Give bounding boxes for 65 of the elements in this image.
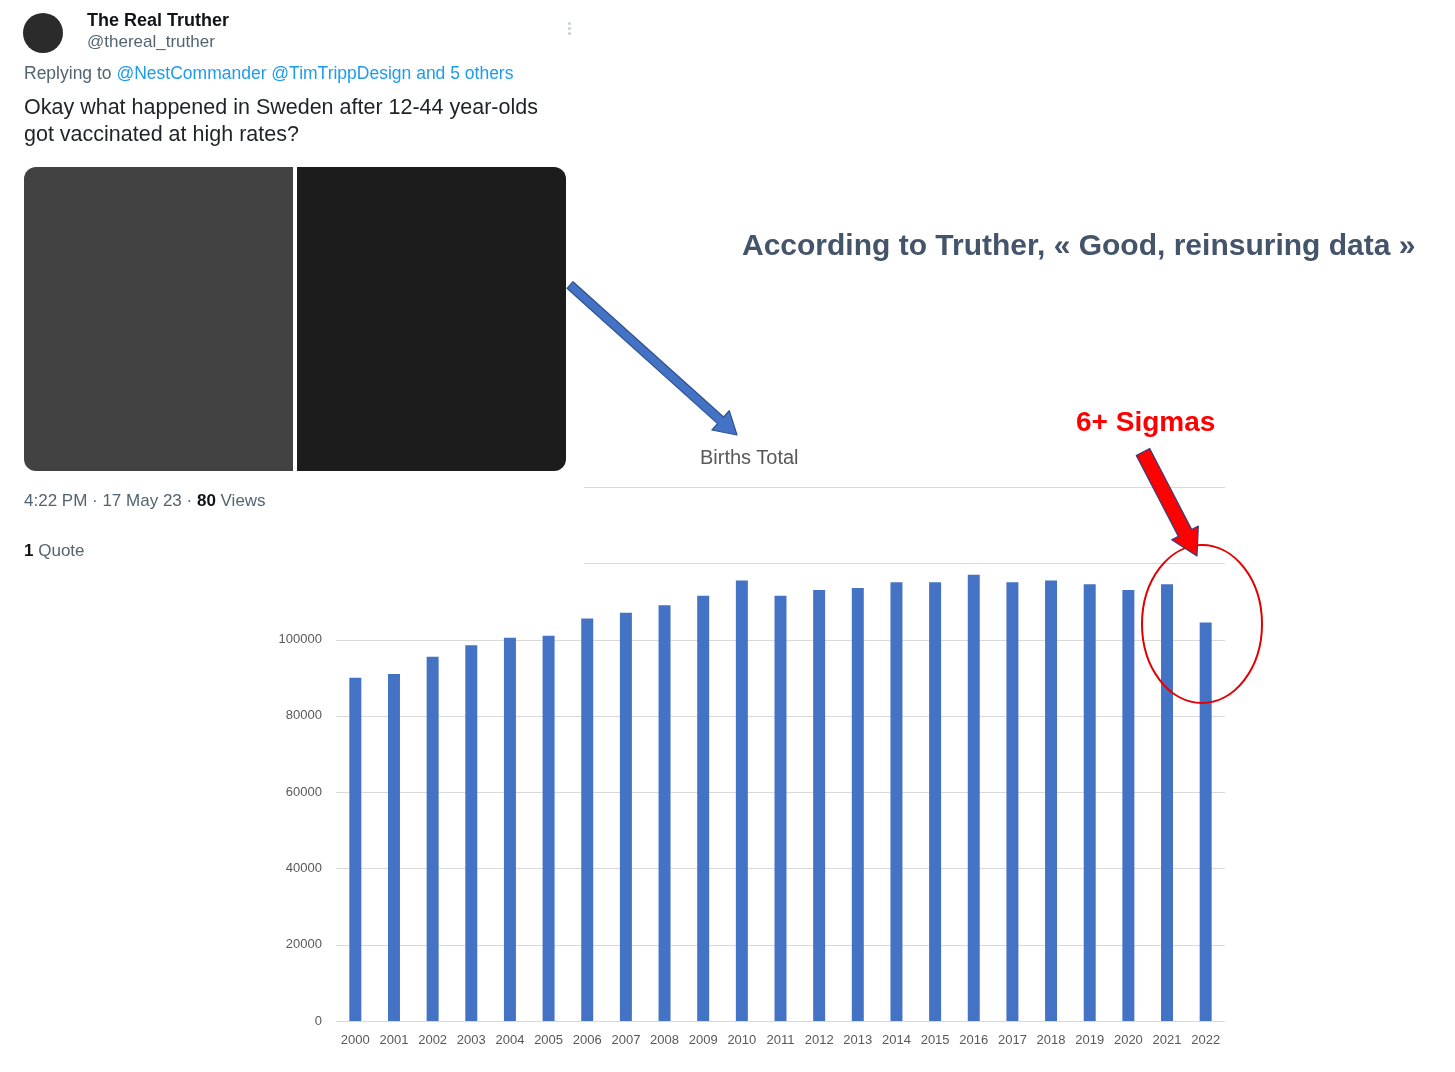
x-tick-label: 2002 [418,1032,448,1048]
bar [1122,589,1135,1021]
text: Okay what happened in Sweden after 12-44 year-olds got vaccinated at high rates? [24,95,538,146]
y-tick-label: 20000 [285,936,322,952]
x-tick-label: 2001 [379,1032,409,1048]
x-tick-label: 2018 [1036,1032,1066,1048]
x-tick-label: 2021 [1152,1032,1182,1048]
bar [1199,622,1212,1021]
x-tick-label: 2017 [997,1032,1027,1048]
bar [697,595,710,1021]
x-tick-label: 2009 [688,1032,718,1048]
bar [813,589,826,1021]
bar [967,574,980,1021]
x-tick-label: 2011 [766,1032,795,1048]
x-tick-label: 2016 [959,1032,989,1048]
bar [1161,584,1174,1021]
bar [503,637,516,1021]
bar [619,612,632,1021]
bar [349,677,362,1021]
x-tick-label: 2005 [534,1032,564,1048]
x-tick-label: 2003 [456,1032,486,1048]
text: @thereal_truther [87,32,215,51]
text: 1 [24,541,34,560]
x-tick-label: 2008 [650,1032,679,1048]
bar [929,582,942,1021]
text: 80 [196,491,216,510]
x-tick-label: 2004 [495,1032,525,1048]
x-tick-label: 2015 [920,1032,950,1048]
bar [542,635,555,1021]
bar [387,673,400,1021]
bar [735,580,748,1021]
text: According to Truther, « Good, reinsuring data » [742,228,1416,261]
x-tick-label: 2007 [611,1032,641,1048]
x-tick-label: 2006 [572,1032,602,1048]
y-tick-label: 0 [314,1012,322,1028]
x-tick-label: 2014 [882,1032,911,1048]
y-tick-label: 80000 [285,707,322,723]
x-tick-label: 2020 [1113,1032,1143,1048]
text: @NestCommander @TimTrippDesign and 5 others [116,63,514,83]
bar [1006,582,1019,1021]
text: Replying to [24,63,112,83]
chart-title: Births Total [700,446,799,469]
x-tick-label: 2013 [843,1032,873,1048]
y-tick-label: 40000 [285,860,322,876]
bar [581,618,594,1021]
x-tick-label: 2022 [1191,1032,1221,1048]
text: Views [220,491,266,510]
bar [851,588,864,1021]
x-tick-label: 2000 [340,1032,370,1048]
y-tick-label: 60000 [285,783,322,799]
bar [1045,580,1058,1021]
bar [774,595,787,1021]
text: Quote [38,541,85,560]
x-tick-label: 2012 [804,1032,834,1048]
y-tick-label: 100000 [278,631,322,647]
x-tick-label: 2019 [1075,1032,1105,1048]
bar [426,656,439,1021]
x-tick-label: 2010 [727,1032,757,1048]
text: 4:22 PM · 17 May 23 · [24,491,193,510]
bar [1083,584,1096,1021]
bar [465,645,478,1021]
bar [890,582,903,1021]
bar [658,605,671,1021]
text: 6+ Sigmas [1076,406,1216,437]
text: The Real Truther [87,10,230,30]
